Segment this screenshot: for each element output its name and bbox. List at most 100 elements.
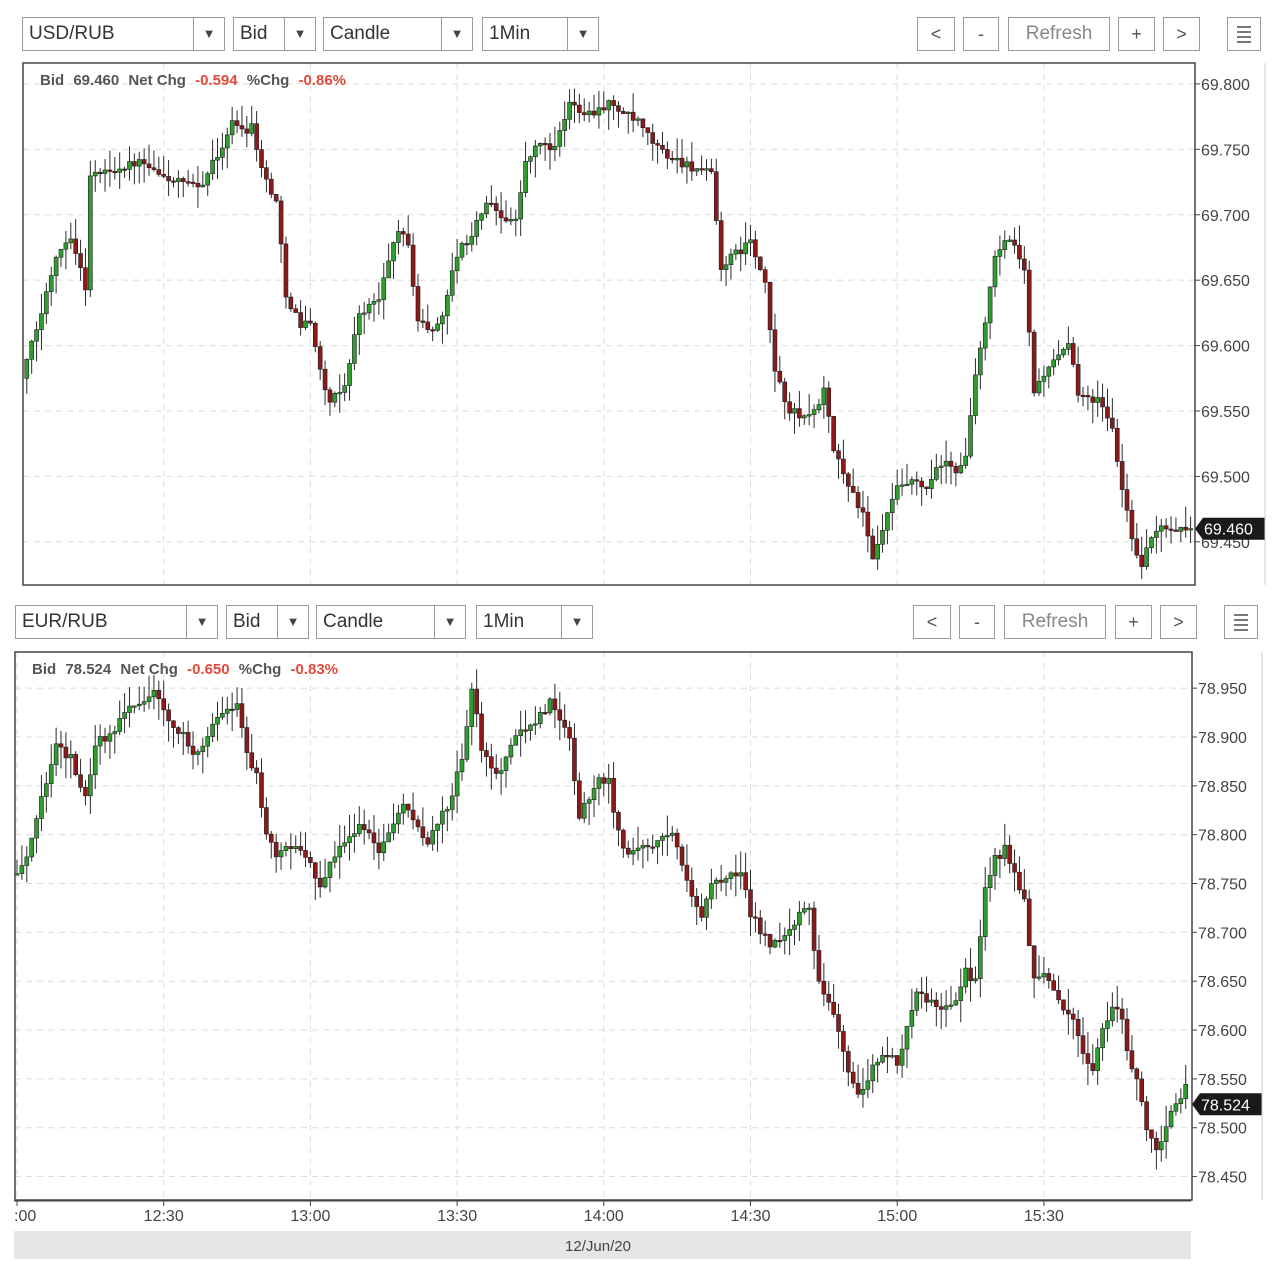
candle-down xyxy=(288,846,294,850)
net-change-value: -0.594 xyxy=(195,72,238,89)
candle-up xyxy=(528,724,533,731)
candle-down xyxy=(415,819,421,828)
candle-up xyxy=(29,340,34,360)
candle-down xyxy=(542,143,548,146)
candle-down xyxy=(430,329,435,332)
candle-down xyxy=(1017,244,1022,260)
candle-down xyxy=(156,169,162,175)
candle-up xyxy=(948,1004,954,1007)
candle-down xyxy=(748,889,753,918)
eurrub-candle-chart[interactable]: 78.450 78.500 78.550 78.600 78.650 78.700 78.7… xyxy=(0,648,1280,1204)
list-icon[interactable] xyxy=(1224,605,1258,639)
chevron-down-icon[interactable]: ▼ xyxy=(277,606,308,638)
candle-up xyxy=(684,161,690,168)
candle-up xyxy=(860,1088,866,1095)
chart-style-value: Candle xyxy=(323,611,384,632)
candle-down xyxy=(762,269,768,283)
chevron-down-icon[interactable]: ▼ xyxy=(193,18,224,50)
refresh-button[interactable]: Refresh xyxy=(1004,605,1106,639)
candle-down xyxy=(180,178,186,182)
candle-down xyxy=(777,370,783,383)
list-icon[interactable] xyxy=(1227,17,1261,51)
candle-up xyxy=(24,358,30,379)
candle-down xyxy=(845,1051,851,1073)
last-price-label: 78.524 xyxy=(1201,1097,1250,1114)
chevron-down-icon[interactable]: ▼ xyxy=(186,606,217,638)
price-type-dropdown[interactable]: Bid ▼ xyxy=(226,605,309,639)
candle-up xyxy=(581,802,587,819)
symbol-dropdown[interactable]: USD/RUB ▼ xyxy=(22,17,225,51)
candle-up xyxy=(669,832,675,836)
candle-down xyxy=(1124,489,1130,511)
candle-down xyxy=(885,1055,890,1058)
prev-button[interactable]: < xyxy=(917,17,955,51)
candle-up xyxy=(19,865,25,874)
plot-border xyxy=(14,651,1193,1201)
candle-down xyxy=(616,811,621,831)
candle-down xyxy=(1012,863,1017,873)
candle-down xyxy=(577,104,582,113)
chevron-down-icon[interactable]: ▼ xyxy=(434,606,465,638)
chevron-down-icon[interactable]: ▼ xyxy=(567,18,598,50)
symbol-dropdown[interactable]: EUR/RUB ▼ xyxy=(15,605,218,639)
prev-button[interactable]: < xyxy=(913,605,951,639)
candle-down xyxy=(797,408,802,419)
chart-style-dropdown[interactable]: Candle ▼ xyxy=(323,17,473,51)
usdrub-candle-chart[interactable]: 69.45069.50069.55069.60069.65069.70069.7… xyxy=(0,58,1280,598)
price-type-dropdown[interactable]: Bid ▼ xyxy=(233,17,316,51)
y-tick-label: 78.950 xyxy=(1198,681,1247,698)
zoom-in-button[interactable]: + xyxy=(1115,605,1152,639)
chart-style-dropdown[interactable]: Candle ▼ xyxy=(316,605,466,639)
price-type-value: Bid xyxy=(240,23,268,44)
candle-up xyxy=(1036,381,1042,394)
candle-up xyxy=(1095,397,1100,403)
candle-up xyxy=(596,777,602,789)
chevron-down-icon[interactable]: ▼ xyxy=(284,18,315,50)
pct-change-value: -0.86% xyxy=(298,72,346,89)
candle-up xyxy=(224,708,230,714)
chevron-down-icon[interactable]: ▼ xyxy=(441,18,472,50)
zoom-in-button[interactable]: + xyxy=(1118,17,1155,51)
candle-up xyxy=(391,823,396,834)
candle-down xyxy=(1017,871,1022,891)
candle-up xyxy=(337,845,343,858)
next-button[interactable]: > xyxy=(1163,17,1200,51)
candle-up xyxy=(215,157,220,161)
candle-down xyxy=(1163,525,1169,530)
candle-down xyxy=(753,916,758,919)
candle-down xyxy=(757,917,763,935)
candle-up xyxy=(381,277,387,300)
zoom-out-button[interactable]: - xyxy=(963,17,999,51)
candle-up xyxy=(982,322,988,349)
candle-up xyxy=(508,219,514,222)
candle-down xyxy=(777,940,783,943)
candle-up xyxy=(220,713,225,718)
candle-down xyxy=(317,346,323,370)
candle-up xyxy=(899,1048,905,1066)
candle-down xyxy=(826,387,832,417)
candle-up xyxy=(640,845,646,849)
candle-up xyxy=(875,543,880,560)
candle-up xyxy=(997,249,1003,257)
interval-dropdown[interactable]: 1Min ▼ xyxy=(482,17,599,51)
candle-up xyxy=(929,479,934,489)
candle-down xyxy=(254,767,259,774)
candle-down xyxy=(542,712,548,715)
candle-up xyxy=(278,850,284,858)
candle-down xyxy=(273,842,279,858)
candle-down xyxy=(254,123,259,150)
candle-down xyxy=(836,450,841,460)
candle-down xyxy=(767,934,773,948)
refresh-button[interactable]: Refresh xyxy=(1008,17,1110,51)
chevron-down-icon[interactable]: ▼ xyxy=(561,606,592,638)
candle-down xyxy=(1022,889,1027,900)
candle-down xyxy=(572,101,577,106)
interval-dropdown[interactable]: 1Min ▼ xyxy=(476,605,593,639)
candle-down xyxy=(562,719,567,728)
candle-up xyxy=(474,219,479,237)
next-button[interactable]: > xyxy=(1160,605,1197,639)
zoom-out-button[interactable]: - xyxy=(959,605,995,639)
time-tick-label: 15:30 xyxy=(1024,1208,1064,1225)
candle-up xyxy=(342,385,347,393)
candle-up xyxy=(958,986,964,1001)
